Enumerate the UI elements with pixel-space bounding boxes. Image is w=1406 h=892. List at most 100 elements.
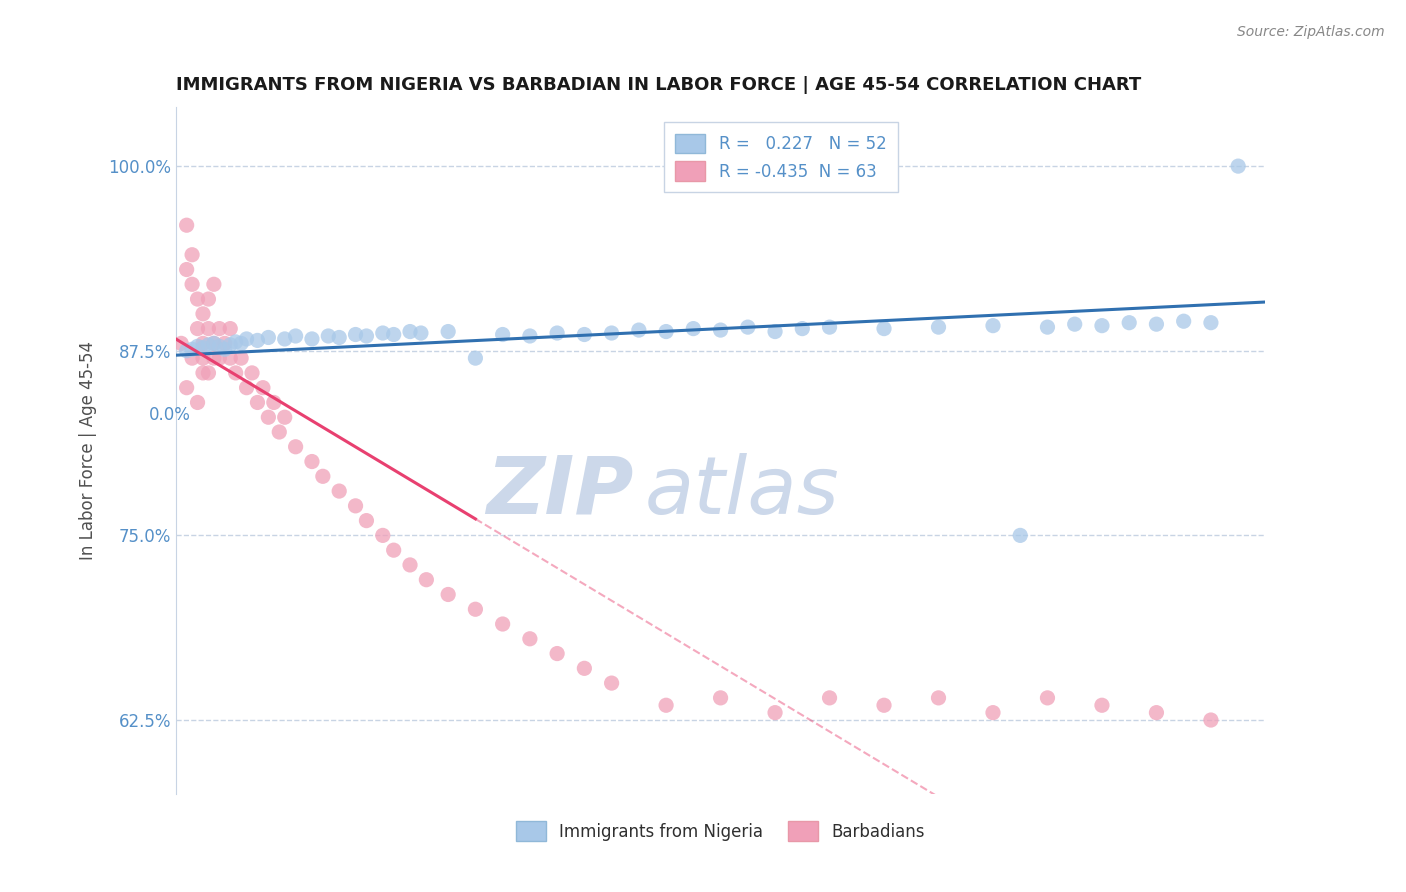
Point [235,381,257,395]
Point [181,343,204,357]
Point [176,218,198,232]
Point [269,425,291,439]
Legend: Immigrants from Nigeria, Barbadians: Immigrants from Nigeria, Barbadians [509,814,932,847]
Point [546,326,568,340]
Point [415,573,437,587]
Point [219,351,242,366]
Point [344,499,367,513]
Point [252,381,274,395]
Point [231,336,253,351]
Point [710,323,733,337]
Point [197,338,219,352]
Point [981,318,1004,333]
Point [225,366,247,380]
Y-axis label: In Labor Force | Age 45-54: In Labor Force | Age 45-54 [79,341,97,560]
Point [655,698,678,713]
Point [464,351,486,366]
Point [231,351,253,366]
Point [600,676,623,690]
Point [574,327,596,342]
Point [202,277,225,292]
Point [170,336,193,351]
Point [1227,159,1250,173]
Point [371,326,394,340]
Point [191,336,214,351]
Point [186,321,209,335]
Point [981,706,1004,720]
Point [318,329,340,343]
Point [1091,698,1114,713]
Point [186,292,209,306]
Point [437,587,460,601]
Point [399,558,422,572]
Point [246,395,269,409]
Point [176,262,198,277]
Point [240,366,263,380]
Point [191,307,214,321]
Point [818,320,841,334]
Point [202,336,225,351]
Point [737,320,759,334]
Point [176,381,198,395]
Point [574,661,596,675]
Point [257,330,280,344]
Point [263,395,285,409]
Point [202,351,225,366]
Point [235,332,257,346]
Point [792,321,814,335]
Text: ZIP: ZIP [486,452,633,531]
Point [1118,316,1140,330]
Point [382,543,405,558]
Point [371,528,394,542]
Point [181,277,204,292]
Point [682,321,704,335]
Point [1199,713,1222,727]
Point [1173,314,1195,328]
Point [1199,316,1222,330]
Point [382,327,405,342]
Point [176,343,198,358]
Point [600,326,623,340]
Point [214,343,236,357]
Text: IMMIGRANTS FROM NIGERIA VS BARBADIAN IN LABOR FORCE | AGE 45-54 CORRELATION CHAR: IMMIGRANTS FROM NIGERIA VS BARBADIAN IN … [176,77,1142,95]
Point [219,321,242,335]
Point [928,690,950,705]
Text: atlas: atlas [644,452,839,531]
Point [274,332,297,346]
Point [257,410,280,425]
Text: Source: ZipAtlas.com: Source: ZipAtlas.com [1237,25,1385,39]
Point [208,321,231,335]
Point [181,248,204,262]
Point [1010,528,1032,542]
Point [519,632,541,646]
Point [763,706,786,720]
Point [409,326,432,340]
Point [225,334,247,349]
Point [208,351,231,366]
Point [464,602,486,616]
Point [214,336,236,351]
Point [197,366,219,380]
Point [197,292,219,306]
Point [328,330,350,344]
Point [186,339,209,353]
Point [873,321,896,335]
Point [519,329,541,343]
Point [191,351,214,366]
Point [191,341,214,355]
Point [356,514,378,528]
Point [356,329,378,343]
Point [710,690,733,705]
Point [1091,318,1114,333]
Point [284,440,307,454]
Point [191,366,214,380]
Point [546,647,568,661]
Point [655,325,678,339]
Point [492,617,515,632]
Point [181,351,204,366]
Point [1144,317,1167,331]
Point [818,690,841,705]
Point [1036,690,1059,705]
Text: 0.0%: 0.0% [149,406,190,424]
Point [246,334,269,348]
